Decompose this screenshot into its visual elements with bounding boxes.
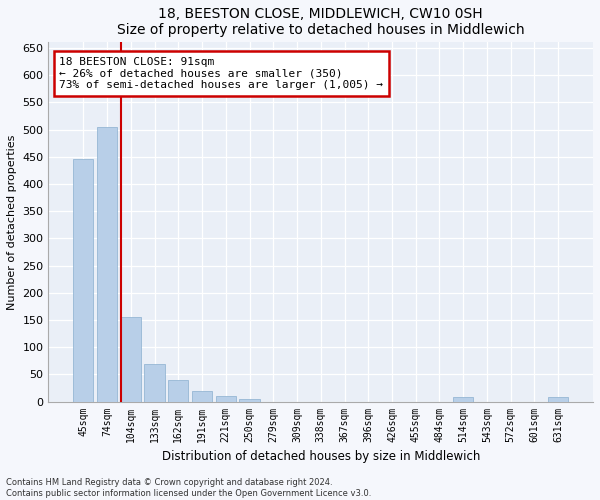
Bar [73,160,94,402]
Bar [239,399,260,402]
Bar [548,398,568,402]
Bar [145,364,164,402]
Bar [97,127,117,402]
Bar [453,398,473,402]
Text: 18 BEESTON CLOSE: 91sqm
← 26% of detached houses are smaller (350)
73% of semi-d: 18 BEESTON CLOSE: 91sqm ← 26% of detache… [59,57,383,90]
Bar [192,390,212,402]
Bar [121,318,141,402]
Title: 18, BEESTON CLOSE, MIDDLEWICH, CW10 0SH
Size of property relative to detached ho: 18, BEESTON CLOSE, MIDDLEWICH, CW10 0SH … [117,7,524,37]
Bar [216,396,236,402]
Y-axis label: Number of detached properties: Number of detached properties [7,134,17,310]
Text: Contains HM Land Registry data © Crown copyright and database right 2024.
Contai: Contains HM Land Registry data © Crown c… [6,478,371,498]
X-axis label: Distribution of detached houses by size in Middlewich: Distribution of detached houses by size … [161,450,480,463]
Bar [168,380,188,402]
